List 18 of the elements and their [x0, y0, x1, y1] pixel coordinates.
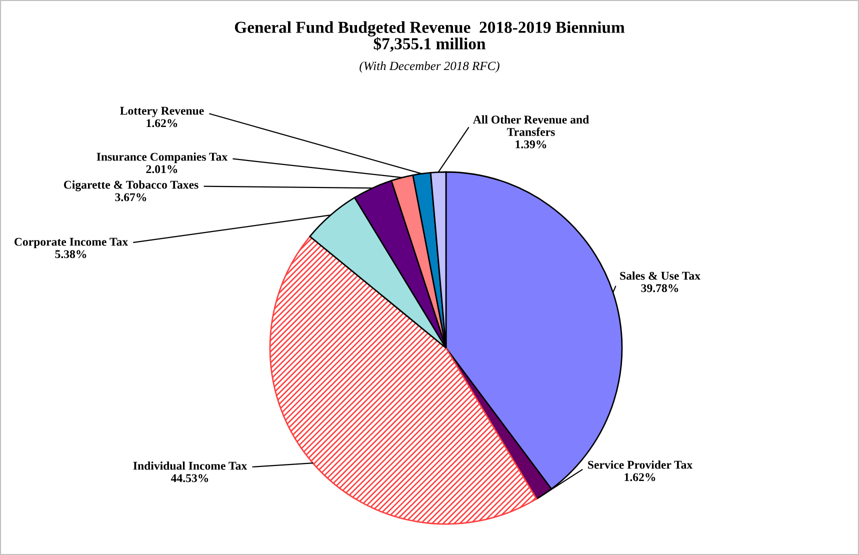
data-label: 1.62% [624, 473, 656, 482]
slice-label: Individual Income Tax [133, 461, 248, 470]
slice-label: Sales & Use Tax [620, 271, 700, 280]
data-label: 1.39% [516, 140, 546, 148]
chart-subtitle: (With December 2018 RFC) [360, 61, 500, 73]
data-label: 44.53% [170, 474, 208, 482]
slice-label: Service Provider Tax [588, 460, 693, 469]
slice-label: Insurance Companies Tax [96, 152, 228, 164]
slice-label: Lottery Revenue [120, 106, 204, 118]
data-label: 1.62% [146, 119, 178, 128]
data-label: 5.38% [55, 250, 86, 258]
chart-title: General Fund Budgeted Revenue 2018-2019 Biennium $7,355.1 million [234, 21, 625, 52]
slice-label: All Other Revenue and Transfers [473, 115, 589, 136]
data-label: 3.67% [115, 193, 146, 202]
slice-label: Cigarette & Tobacco Taxes [64, 180, 198, 192]
data-label: 39.78% [641, 284, 678, 292]
slice-label: Corporate Income Tax [14, 238, 128, 248]
data-label: 2.01% [146, 165, 178, 174]
